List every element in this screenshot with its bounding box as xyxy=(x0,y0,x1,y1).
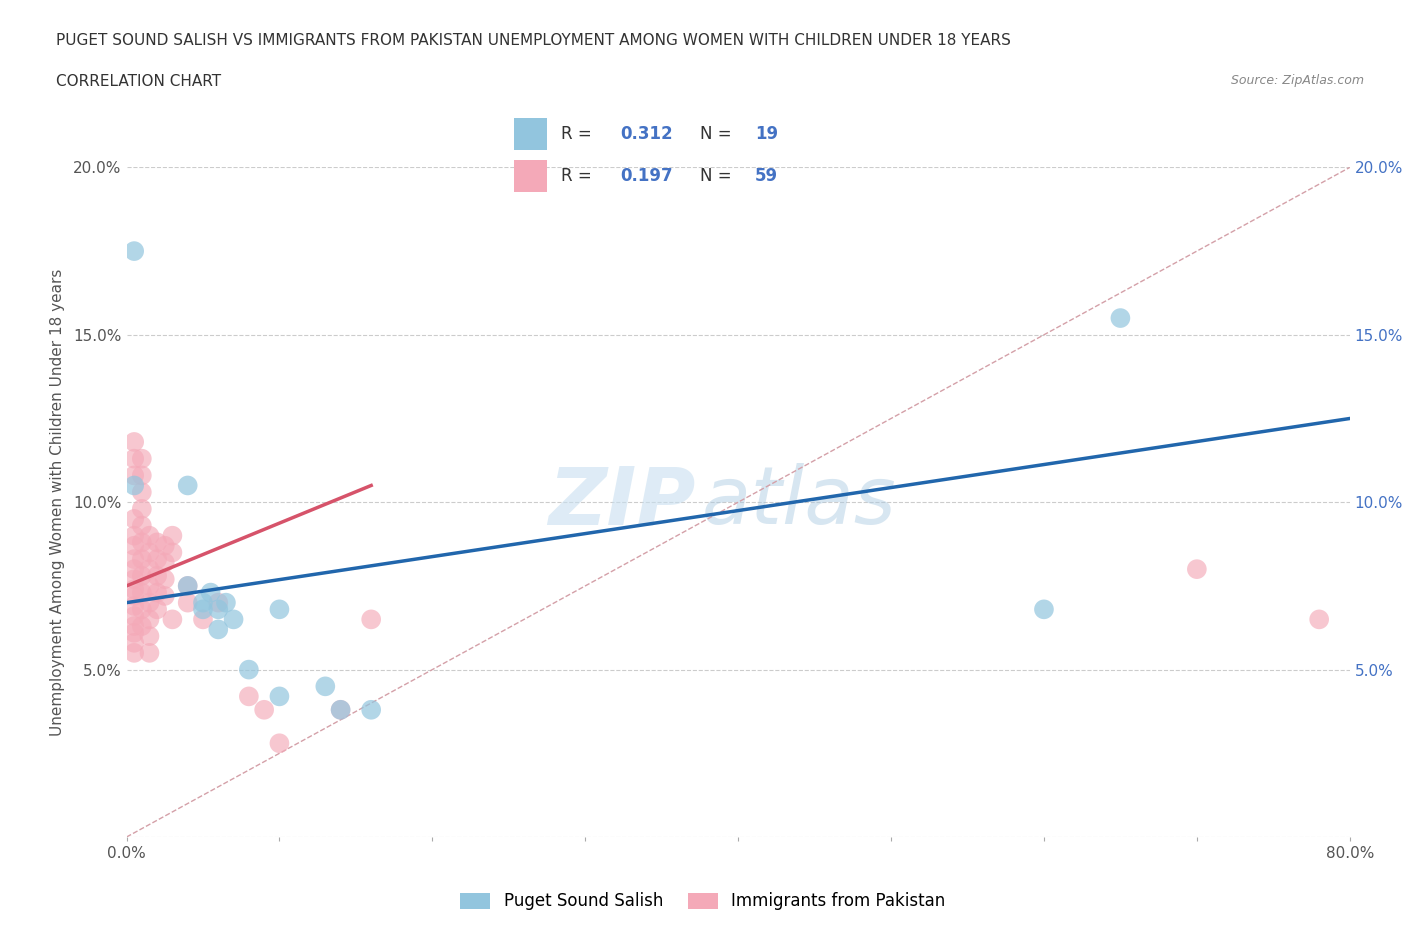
Point xyxy=(131,602,153,617)
Point xyxy=(177,578,200,593)
Point xyxy=(138,645,160,660)
Point xyxy=(1109,311,1132,325)
Point xyxy=(200,585,222,600)
Point xyxy=(269,736,291,751)
Point xyxy=(1185,562,1208,577)
Point xyxy=(131,468,153,483)
Text: 59: 59 xyxy=(755,167,778,185)
Point xyxy=(162,528,184,543)
Point xyxy=(215,595,238,610)
Point xyxy=(131,485,153,499)
Point xyxy=(122,434,145,449)
Point xyxy=(207,602,229,617)
Point xyxy=(122,244,145,259)
Point xyxy=(131,585,153,600)
Point xyxy=(177,578,200,593)
Text: ZIP: ZIP xyxy=(548,463,696,541)
Point xyxy=(177,595,200,610)
Point xyxy=(138,612,160,627)
Text: atlas: atlas xyxy=(702,463,896,541)
Point xyxy=(138,562,160,577)
Point xyxy=(269,689,291,704)
Point xyxy=(191,612,214,627)
Point xyxy=(207,622,229,637)
Point xyxy=(191,602,214,617)
Point xyxy=(314,679,336,694)
Point xyxy=(222,612,245,627)
Text: N =: N = xyxy=(700,125,737,142)
Point xyxy=(138,595,160,610)
Point xyxy=(207,595,229,610)
Point xyxy=(122,562,145,577)
Point xyxy=(131,501,153,516)
Point xyxy=(146,535,169,550)
Point xyxy=(122,608,145,623)
Point xyxy=(360,612,382,627)
Text: R =: R = xyxy=(561,167,598,185)
Point xyxy=(146,568,169,583)
Point xyxy=(138,545,160,560)
Point xyxy=(122,645,145,660)
Point xyxy=(122,468,145,483)
Point xyxy=(1308,612,1330,627)
Point xyxy=(146,585,169,600)
Legend: Puget Sound Salish, Immigrants from Pakistan: Puget Sound Salish, Immigrants from Paki… xyxy=(454,885,952,917)
Text: PUGET SOUND SALISH VS IMMIGRANTS FROM PAKISTAN UNEMPLOYMENT AMONG WOMEN WITH CHI: PUGET SOUND SALISH VS IMMIGRANTS FROM PA… xyxy=(56,33,1011,47)
Point xyxy=(122,582,145,597)
Point xyxy=(122,572,145,587)
Point xyxy=(122,551,145,566)
Point xyxy=(122,528,145,543)
Text: 19: 19 xyxy=(755,125,778,142)
Point xyxy=(153,572,176,587)
Text: R =: R = xyxy=(561,125,598,142)
Point xyxy=(162,612,184,627)
Y-axis label: Unemployment Among Women with Children Under 18 years: Unemployment Among Women with Children U… xyxy=(51,269,65,736)
Point xyxy=(269,602,291,617)
Point xyxy=(329,702,352,717)
Text: Source: ZipAtlas.com: Source: ZipAtlas.com xyxy=(1230,74,1364,87)
Text: CORRELATION CHART: CORRELATION CHART xyxy=(56,74,221,89)
Point xyxy=(1033,602,1056,617)
Point xyxy=(238,662,260,677)
Point xyxy=(138,528,160,543)
Text: 0.312: 0.312 xyxy=(620,125,672,142)
Point xyxy=(238,689,260,704)
Text: N =: N = xyxy=(700,167,737,185)
Point xyxy=(122,635,145,650)
Point xyxy=(122,625,145,640)
Point xyxy=(162,545,184,560)
Point xyxy=(153,538,176,553)
Point xyxy=(360,702,382,717)
Point xyxy=(131,551,153,566)
Text: 0.197: 0.197 xyxy=(620,167,672,185)
Point xyxy=(122,589,145,604)
Point xyxy=(138,629,160,644)
Point xyxy=(253,702,276,717)
Point xyxy=(131,618,153,633)
Point xyxy=(122,538,145,553)
Point xyxy=(122,512,145,526)
Point xyxy=(122,599,145,614)
Point xyxy=(138,578,160,593)
Point xyxy=(131,518,153,533)
Point xyxy=(131,535,153,550)
Point xyxy=(177,478,200,493)
Point xyxy=(329,702,352,717)
Point xyxy=(131,568,153,583)
Point xyxy=(146,551,169,566)
Point xyxy=(153,555,176,570)
Bar xyxy=(513,118,547,150)
Point xyxy=(122,451,145,466)
Point xyxy=(146,602,169,617)
Point xyxy=(131,451,153,466)
Point xyxy=(153,589,176,604)
Point xyxy=(191,595,214,610)
Point xyxy=(122,618,145,633)
Point xyxy=(122,478,145,493)
Bar xyxy=(513,160,547,192)
